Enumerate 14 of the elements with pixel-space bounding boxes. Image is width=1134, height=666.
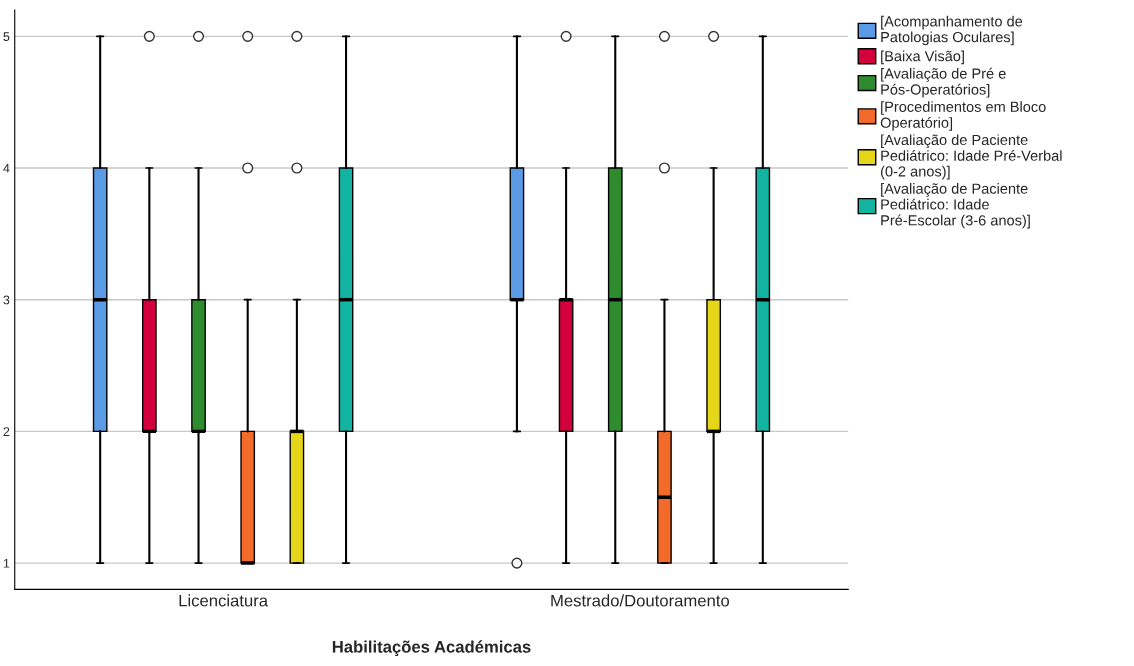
y-tick-label: 5 bbox=[3, 32, 10, 41]
legend-label: [Procedimentos em Bloco Operatório] bbox=[880, 101, 1046, 131]
legend-label: [Avaliação de Pré e Pós-Operatórios] bbox=[881, 67, 1006, 98]
x-axis-title: Habilitações Académicas bbox=[332, 640, 531, 657]
legend-label: [Avaliação de Paciente Pediátrico: Idade Pré-Escolar (3-6 anos)] bbox=[881, 183, 1030, 229]
y-tick-label: 3 bbox=[3, 295, 10, 305]
y-tick-label: 4 bbox=[3, 163, 10, 173]
y-tick-label: 1 bbox=[3, 559, 10, 568]
legend-label: [Avaliação de Paciente Pediátrico: Idade Pré-Verbal (0-2 anos)] bbox=[881, 134, 1062, 180]
y-tick-label: 2 bbox=[3, 427, 10, 436]
x-tick-label: Mestrado/Doutoramento bbox=[551, 594, 730, 607]
legend-label: [Acompanhamento de Patologias Oculares] bbox=[881, 15, 1023, 46]
x-tick-label: Licenciatura bbox=[179, 594, 269, 607]
legend-label: [Baixa Visão] bbox=[881, 50, 964, 65]
